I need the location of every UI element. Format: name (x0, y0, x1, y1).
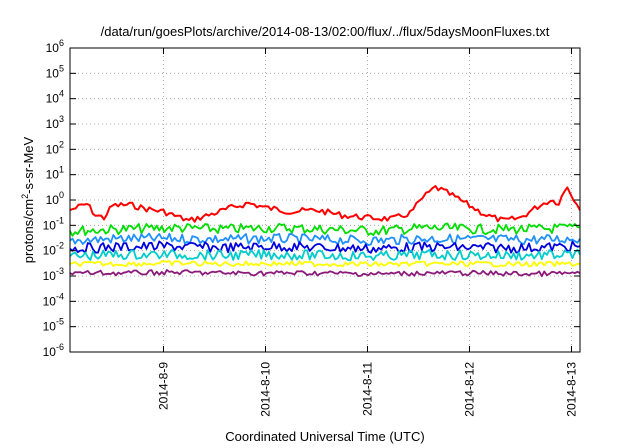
chart-title: /data/run/goesPlots/archive/2014-08-13/0… (101, 24, 550, 39)
y-tick-base: 10 (43, 294, 57, 308)
y-axis-label: protons/cm2-s-sr-MeV (20, 136, 36, 263)
y-tick-base: 10 (46, 142, 60, 156)
grid (70, 48, 580, 352)
y-tick-label: 104 (46, 89, 64, 106)
x-tick-label: 2014-8-10 (259, 362, 273, 417)
y-tick-base: 10 (43, 244, 57, 258)
y-tick-base: 10 (46, 41, 60, 55)
y-label-rest: -s-sr-MeV (21, 136, 36, 193)
series-line-2 (69, 222, 581, 237)
y-tick-exp: -4 (56, 291, 64, 301)
y-tick-label: 105 (46, 63, 64, 80)
x-tick-label: 2014-8-13 (565, 362, 579, 417)
y-tick-label: 10-4 (43, 291, 64, 308)
y-axis-ticks: 10-610-510-410-310-210-11001011021031041… (43, 38, 580, 359)
y-tick-label: 102 (46, 139, 64, 156)
y-tick-base: 10 (43, 320, 57, 334)
y-tick-base: 10 (46, 193, 60, 207)
y-tick-base: 10 (46, 92, 60, 106)
y-tick-label: 101 (46, 165, 64, 182)
y-tick-base: 10 (46, 66, 60, 80)
series-line-4 (69, 240, 581, 254)
y-tick-base: 10 (46, 117, 60, 131)
y-tick-exp: 0 (59, 190, 64, 200)
x-tick-label: 2014-8-11 (361, 362, 375, 416)
y-tick-base: 10 (43, 345, 57, 359)
y-tick-label: 103 (46, 114, 64, 131)
y-tick-label: 100 (46, 190, 64, 207)
series-line-7 (69, 269, 581, 278)
y-tick-exp: 3 (59, 114, 64, 124)
x-tick-label: 2014-8-9 (157, 362, 171, 410)
x-axis-ticks: 2014-8-9 2014-8-10 2014-8-11 2014-8-12 2014-… (157, 48, 579, 417)
y-tick-exp: 4 (59, 89, 64, 99)
x-axis-label: Coordinated Universal Time (UTC) (225, 429, 424, 444)
series-line-1 (69, 185, 581, 223)
y-tick-exp: -5 (56, 317, 64, 327)
x-tick-label: 2014-8-12 (463, 362, 477, 417)
y-tick-label: 106 (46, 38, 64, 55)
series-line-6 (69, 260, 581, 268)
y-tick-exp: -1 (56, 215, 64, 225)
y-tick-exp: 6 (59, 38, 64, 48)
y-tick-exp: 2 (59, 139, 64, 149)
y-tick-base: 10 (43, 269, 57, 283)
y-tick-label: 10-5 (43, 317, 64, 334)
y-tick-label: 10-3 (43, 266, 64, 283)
series-line-5 (69, 248, 581, 262)
y-tick-exp: 1 (59, 165, 64, 175)
y-label-sup: 2 (20, 194, 30, 199)
y-label-base: protons/cm (21, 199, 36, 263)
y-tick-label: 10-2 (43, 241, 64, 258)
y-tick-base: 10 (43, 218, 57, 232)
y-tick-exp: -6 (56, 342, 64, 352)
y-tick-exp: 5 (59, 63, 64, 73)
y-tick-label: 10-6 (43, 342, 64, 359)
y-tick-exp: -3 (56, 266, 64, 276)
series-layer (69, 185, 581, 278)
y-tick-base: 10 (46, 168, 60, 182)
series-line-3 (69, 232, 581, 246)
y-tick-label: 10-1 (43, 215, 64, 232)
y-tick-exp: -2 (56, 241, 64, 251)
